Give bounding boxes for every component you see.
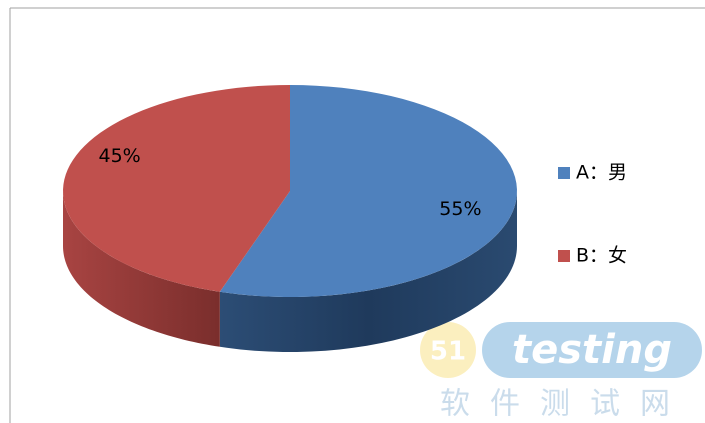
slice-side [63, 191, 220, 347]
slice-side [219, 191, 517, 352]
watermark-pill [482, 322, 702, 378]
watermark: 51 testing 软件测试网 [420, 322, 702, 422]
slice [219, 85, 517, 297]
legend-swatch [558, 167, 570, 179]
watermark-badge-text: 51 [430, 337, 466, 367]
watermark-subtitle: 软件测试网 [440, 387, 690, 422]
slice [63, 85, 291, 292]
legend-label: A：男 [576, 162, 627, 184]
data-label: 55% [439, 198, 481, 220]
legend-label: B：女 [576, 245, 627, 267]
watermark-text: testing [512, 327, 672, 373]
data-label: 45% [98, 145, 140, 167]
watermark-badge [420, 322, 476, 378]
legend-swatch [558, 250, 570, 262]
